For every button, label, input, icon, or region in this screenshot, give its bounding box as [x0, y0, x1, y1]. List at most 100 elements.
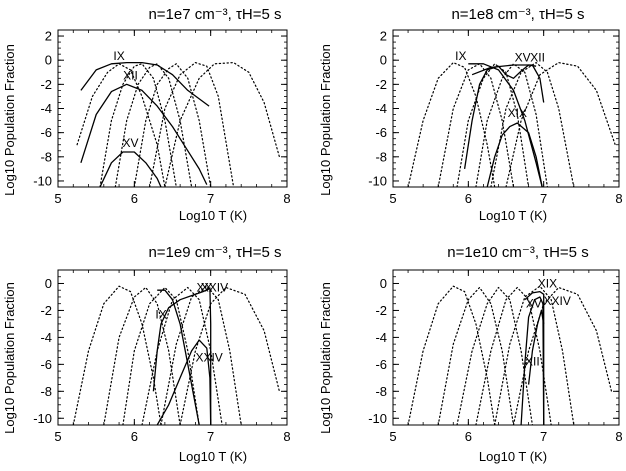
x-axis-label: Log10 T (K) — [479, 208, 547, 223]
plot-frame — [392, 29, 620, 188]
y-tick-label: -10 — [33, 173, 52, 188]
y-tick-label: 0 — [380, 276, 387, 291]
dotted-series-line — [456, 63, 530, 187]
series-line-xii — [471, 64, 545, 103]
plot-frame — [57, 29, 288, 188]
y-tick-label: -4 — [40, 330, 52, 345]
x-tick-label: 6 — [131, 429, 138, 444]
y-tick-label: -8 — [375, 149, 387, 164]
dotted-series-line — [103, 286, 181, 425]
dotted-series-line — [133, 63, 212, 187]
y-tick-label: 2 — [380, 29, 387, 44]
x-tick-label: 6 — [131, 191, 138, 206]
plot-area: 5 6 7 8 0 -2 -4 -6 -8 -10 XIX XV XXIV XII — [368, 269, 623, 444]
y-tick-label: -6 — [40, 125, 52, 140]
y-tick-label: -4 — [375, 330, 387, 345]
ion-label-xii: XII — [525, 355, 540, 369]
dotted-series-line — [160, 285, 242, 425]
panel-n1e9: n=1e9 cm⁻³, τH=5 s 5 6 7 8 0 -2 -4 -6 -8 -10 IX XXI… — [2, 244, 291, 464]
ion-label-xv: XV — [123, 136, 139, 150]
panel-title: n=1e8 cm⁻³, τH=5 s — [451, 6, 584, 23]
panel-title: n=1e7 cm⁻³, τH=5 s — [148, 6, 281, 23]
y-tick-label: -6 — [40, 357, 52, 372]
x-tick-label: 6 — [465, 429, 472, 444]
dotted-series-line — [114, 63, 193, 187]
x-axis-label: Log10 T (K) — [179, 208, 247, 223]
panel-n1e10: n=1e10 cm⁻³, τH=5 s 5 6 7 8 0 -2 -4 -6 -8 -10 XIX X… — [318, 244, 623, 464]
curves — [76, 61, 280, 187]
y-tick-label: -2 — [40, 77, 52, 92]
series-line-xv — [520, 296, 545, 425]
dotted-series-line — [475, 286, 552, 425]
x-tick-label: 5 — [54, 429, 61, 444]
series-line-xix — [524, 290, 545, 425]
y-axis-label: Log10 Population Fraction — [2, 44, 17, 196]
x-axis-label: Log10 T (K) — [179, 449, 247, 464]
x-tick-label: 8 — [283, 191, 290, 206]
ion-label-ix: IX — [155, 308, 166, 322]
x-tick-label: 7 — [540, 191, 547, 206]
x-axis-label: Log10 T (K) — [479, 449, 547, 464]
y-axis-label: Log10 Population Fraction — [318, 282, 333, 434]
plot-frame — [57, 269, 288, 426]
x-tick-label: 5 — [389, 429, 396, 444]
x-tick-label: 5 — [389, 191, 396, 206]
y-tick-label: 2 — [45, 29, 52, 44]
ion-label-xxiv: XXIV — [201, 281, 228, 295]
series-line-xv — [99, 151, 162, 187]
y-tick-label: -10 — [368, 173, 387, 188]
y-tick-label: -8 — [40, 384, 52, 399]
dotted-series-line — [437, 286, 515, 425]
y-tick-label: -2 — [375, 303, 387, 318]
dotted-series-line — [490, 62, 575, 187]
curves — [407, 285, 613, 425]
x-tick-label: 8 — [615, 429, 622, 444]
series-line-xv — [152, 288, 210, 392]
dotted-series-line — [72, 285, 162, 425]
y-tick-label: 0 — [45, 53, 52, 68]
dotted-series-line — [99, 63, 177, 187]
series-line-xix — [486, 122, 543, 187]
dotted-series-line — [149, 62, 235, 187]
ion-label-xx: XX — [197, 281, 213, 295]
x-tick-label: 6 — [465, 191, 472, 206]
y-tick-label: -10 — [33, 411, 52, 426]
dotted-series-line — [512, 286, 613, 425]
series-line-xv — [463, 64, 537, 169]
x-tick-label: 5 — [54, 191, 61, 206]
ion-label-xii: XII — [530, 50, 545, 64]
y-tick-label: -2 — [40, 303, 52, 318]
curves — [407, 62, 616, 187]
ion-label-xii: XII — [123, 69, 138, 83]
ion-label-xxiv: XXIV — [544, 294, 571, 308]
y-tick-label: -10 — [368, 411, 387, 426]
series-line-xxiv — [156, 339, 212, 425]
dotted-series-line — [475, 63, 548, 187]
dotted-series-line — [456, 286, 533, 425]
series-line-ix — [80, 61, 210, 107]
y-tick-label: -8 — [375, 384, 387, 399]
dotted-series-line — [76, 63, 166, 187]
y-tick-label: -6 — [375, 125, 387, 140]
plot-area: 5 6 7 8 2 0 -2 -4 -6 -8 -10 IX XII XV — [33, 29, 290, 206]
y-tick-label: -6 — [375, 357, 387, 372]
y-tick-label: -2 — [375, 77, 387, 92]
dotted-series-line — [164, 62, 280, 187]
y-tick-label: 0 — [45, 276, 52, 291]
x-tick-label: 8 — [615, 191, 622, 206]
ion-label-xxiv: XXIV — [195, 351, 222, 365]
ion-label-xv: XV — [526, 297, 542, 311]
dotted-series-line — [505, 62, 616, 187]
curves — [72, 285, 280, 425]
panel-n1e8: n=1e8 cm⁻³, τH=5 s 5 6 7 8 2 0 -2 -4 -6 -8 -10 IX XV… — [318, 6, 623, 223]
y-tick-label: -4 — [375, 101, 387, 116]
y-tick-label: 0 — [380, 53, 387, 68]
y-tick-label: -4 — [40, 101, 52, 116]
y-axis-label: Log10 Population Fraction — [318, 44, 333, 196]
x-tick-label: 7 — [540, 429, 547, 444]
series-line-xx — [209, 287, 212, 425]
ion-label-xix: XIX — [508, 106, 527, 120]
dotted-series-line — [179, 286, 280, 425]
series-line-ix — [468, 63, 543, 187]
